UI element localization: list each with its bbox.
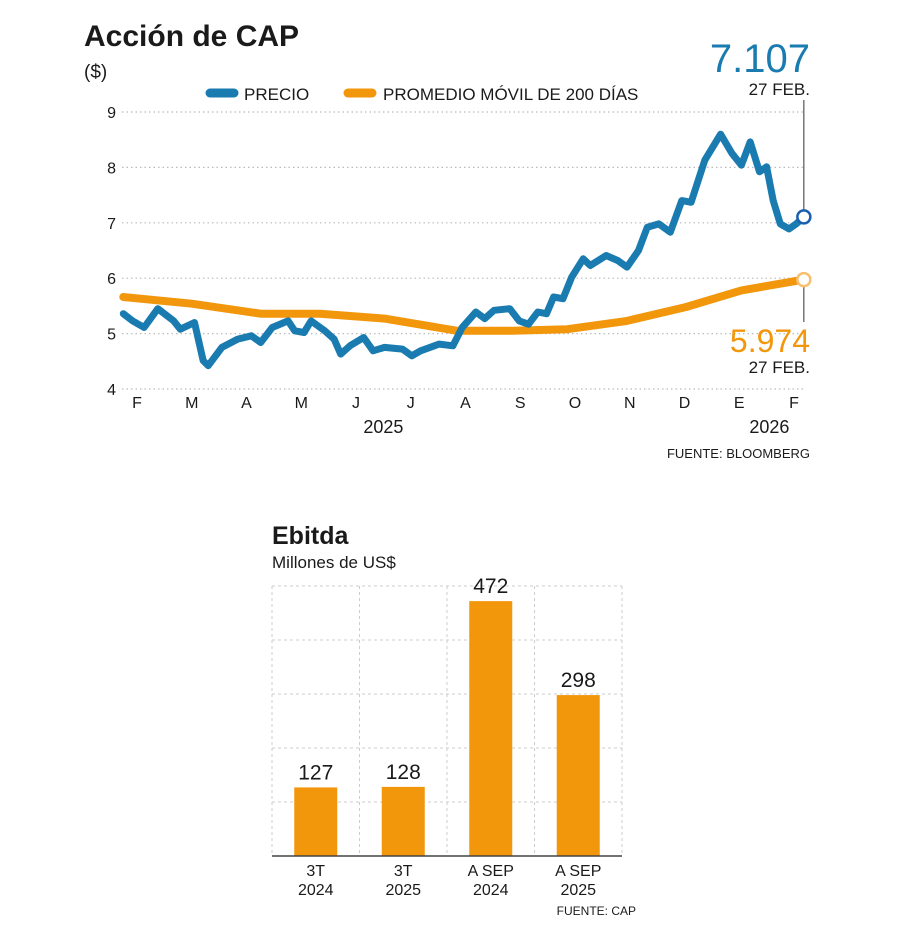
x-tick-label: A bbox=[241, 395, 252, 412]
bar-value-label: 298 bbox=[561, 669, 596, 692]
x-tick-label: A bbox=[460, 395, 471, 412]
bar-value-label: 128 bbox=[386, 761, 421, 784]
bar-value-label: 472 bbox=[473, 575, 508, 598]
chart-title: Acción de CAP bbox=[84, 20, 299, 53]
bar-category-label: 3T bbox=[306, 863, 325, 880]
price-end-date: 27 FEB. bbox=[749, 80, 810, 99]
legend-label-price: PRECIO bbox=[244, 85, 309, 104]
year-label: 2026 bbox=[749, 417, 789, 437]
bar-category-label: 2024 bbox=[298, 882, 334, 899]
bar-category-label: A SEP bbox=[468, 863, 514, 880]
price-line bbox=[119, 130, 808, 370]
bar-category-label: A SEP bbox=[555, 863, 601, 880]
x-tick-label: M bbox=[295, 395, 308, 412]
ma-end-date: 27 FEB. bbox=[749, 358, 810, 377]
y-tick-label: 5 bbox=[107, 327, 116, 344]
x-tick-label: M bbox=[185, 395, 198, 412]
x-tick-label: E bbox=[734, 395, 745, 412]
bar-chart-unit: Millones de US$ bbox=[272, 553, 396, 572]
price-end-value: 7.107 bbox=[710, 37, 810, 81]
x-tick-label: D bbox=[679, 395, 691, 412]
bar-category-label: 2024 bbox=[473, 882, 509, 899]
source-cap: FUENTE: CAP bbox=[557, 904, 636, 918]
y-tick-label: 4 bbox=[107, 382, 116, 399]
price-end-marker bbox=[796, 209, 812, 225]
ma-end-marker bbox=[796, 271, 812, 288]
bar bbox=[469, 601, 513, 856]
year-label: 2025 bbox=[363, 417, 403, 437]
ma-end-value: 5.974 bbox=[730, 323, 810, 359]
y-tick-label: 8 bbox=[107, 160, 116, 177]
bar-value-label: 127 bbox=[298, 761, 333, 784]
stock-price-chart: Acción de CAP ($) PRECIO PROMEDIO MÓVIL … bbox=[84, 20, 812, 461]
x-tick-label: J bbox=[407, 395, 415, 412]
bar-chart-title: Ebitda bbox=[272, 522, 349, 550]
x-tick-label: J bbox=[352, 395, 360, 412]
x-tick-label: O bbox=[569, 395, 581, 412]
x-tick-label: S bbox=[515, 395, 526, 412]
x-tick-label: N bbox=[624, 395, 636, 412]
bar-category-label: 2025 bbox=[560, 882, 596, 899]
chart-unit: ($) bbox=[84, 62, 107, 83]
bar-category-label: 3T bbox=[394, 863, 413, 880]
x-tick-label: F bbox=[132, 395, 142, 412]
moving-average-line bbox=[119, 275, 808, 335]
bar bbox=[556, 695, 600, 856]
y-tick-label: 6 bbox=[107, 271, 116, 288]
bar bbox=[381, 786, 425, 856]
legend: PRECIO PROMEDIO MÓVIL DE 200 DÍAS bbox=[205, 85, 638, 104]
source-bloomberg: FUENTE: BLOOMBERG bbox=[667, 446, 810, 461]
bar bbox=[294, 787, 338, 856]
y-tick-label: 9 bbox=[107, 105, 116, 122]
y-tick-label: 7 bbox=[107, 216, 116, 233]
x-tick-label: F bbox=[789, 395, 799, 412]
legend-label-ma: PROMEDIO MÓVIL DE 200 DÍAS bbox=[383, 85, 638, 104]
bar-category-label: 2025 bbox=[385, 882, 421, 899]
